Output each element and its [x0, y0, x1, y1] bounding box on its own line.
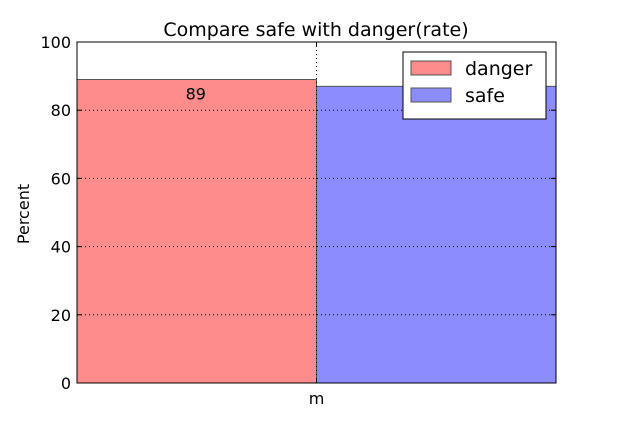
plot-frame [76, 41, 557, 384]
legend-label-safe: safe [465, 85, 505, 107]
legend-swatch-danger [410, 60, 452, 76]
bar-danger-m [76, 79, 317, 384]
legend-label-danger: danger [465, 58, 532, 80]
x-tick-label: m [309, 389, 325, 408]
y-tick-label: 60 [51, 169, 71, 188]
y-tick-label: 100 [40, 33, 71, 52]
bar-safe-m [316, 85, 557, 384]
y-tick-label: 0 [61, 374, 71, 393]
y-tick-label: 20 [51, 306, 71, 325]
legend: danger safe [402, 51, 547, 120]
data-label-danger-m: 89 [186, 85, 206, 104]
legend-swatch-safe [410, 87, 452, 103]
y-axis-label: Percent [14, 184, 33, 244]
chart-title: Compare safe with danger(rate) [163, 19, 468, 41]
y-tick-label: 80 [51, 101, 71, 120]
y-tick-label: 40 [51, 238, 71, 257]
